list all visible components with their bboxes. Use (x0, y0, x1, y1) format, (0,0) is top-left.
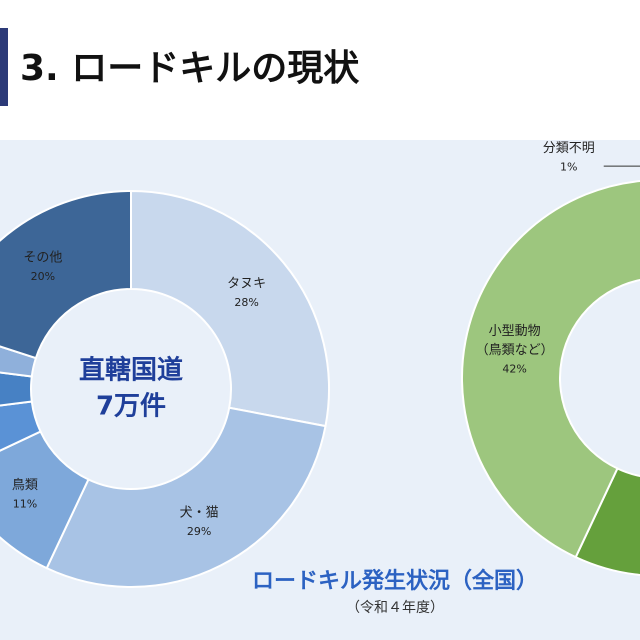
slice-label: 犬・猫 (180, 506, 219, 521)
caption-title: ロードキル発生状況（全国） (252, 568, 538, 594)
value-label: 29% (187, 525, 211, 538)
value-label: 42% (502, 362, 526, 375)
slice-label: 鳥類 (12, 478, 38, 493)
slice-label: タヌキ (227, 276, 266, 291)
donut-slice (461, 180, 640, 559)
slice-label: その他 (23, 251, 62, 266)
slice-label: 分類不明 (543, 141, 595, 156)
center-text: 直轄国道 (79, 355, 183, 386)
slice-label: （鳥類など） (476, 343, 554, 358)
donut-slice (0, 430, 90, 570)
charts: タヌキ 28% 犬・猫 29% 鳥類 11% その他 20% 直轄国道 7万件 小型動物 （鳥類など）… (0, 141, 640, 588)
value-label: 1% (560, 161, 577, 174)
caption-subtitle: （令和４年度） (346, 600, 444, 616)
value-label: 28% (234, 296, 258, 309)
title-bar (0, 28, 8, 106)
center-text: 7万件 (96, 392, 166, 422)
slice-label: 小型動物 (489, 324, 541, 339)
leader-line (603, 165, 640, 167)
donut-slice (0, 400, 42, 452)
donut-slice (0, 189, 132, 360)
value-label: 20% (31, 270, 55, 283)
donut-slice (574, 467, 640, 576)
slide-title: 3. ロードキルの現状 (20, 48, 360, 89)
donut-slice (0, 371, 33, 407)
donut-slice (130, 189, 330, 428)
value-label: 11% (13, 498, 37, 511)
donut-slice (45, 406, 327, 588)
